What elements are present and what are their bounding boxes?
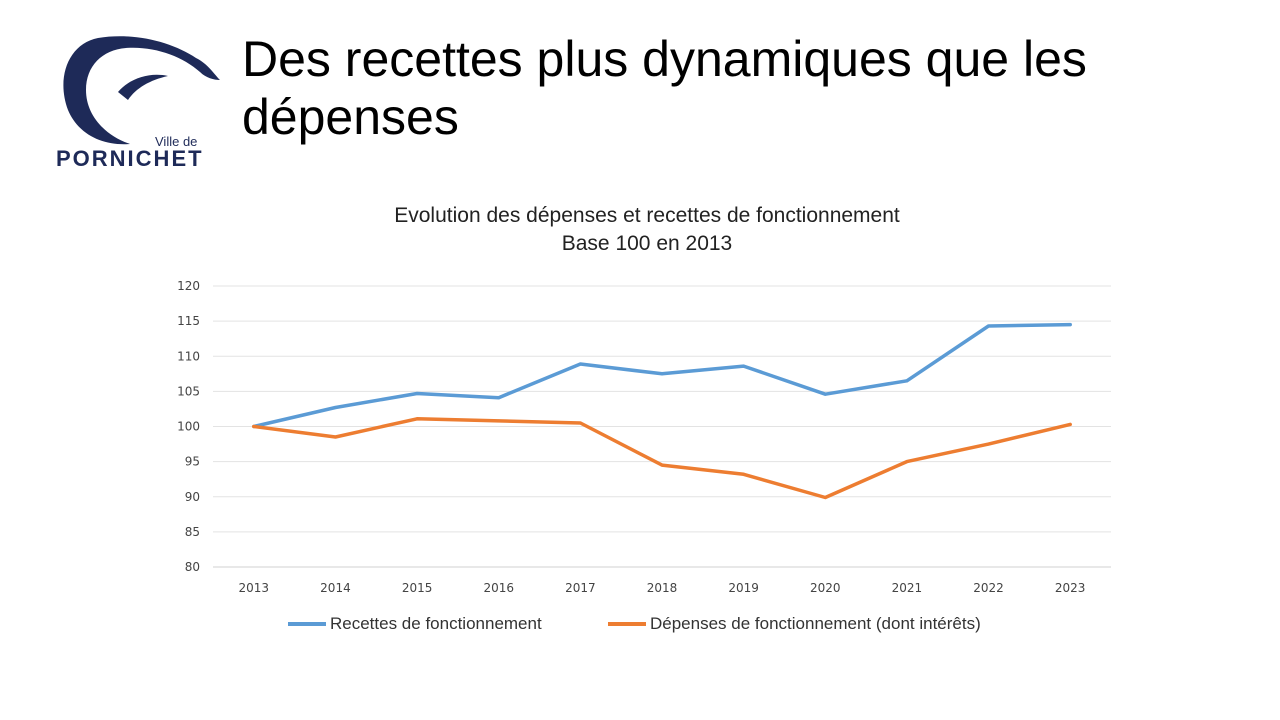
series-1-point bbox=[497, 419, 501, 423]
legend-item-depenses: Dépenses de fonctionnement (dont intérêt… bbox=[608, 614, 981, 634]
slide-title-line2: dépenses bbox=[242, 89, 459, 145]
chart-title-line1: Evolution des dépenses et recettes de fo… bbox=[394, 204, 900, 227]
chart-legend: Recettes de fonctionnement Dépenses de f… bbox=[0, 614, 1280, 640]
x-tick-label: 2016 bbox=[483, 581, 514, 595]
y-tick-label: 80 bbox=[185, 560, 200, 574]
chart-subtitle: Base 100 en 2013 bbox=[561, 232, 733, 255]
legend-swatch-recettes bbox=[288, 622, 326, 626]
x-tick-label: 2021 bbox=[892, 581, 923, 595]
series-1-point bbox=[823, 495, 827, 499]
pornichet-logo: Ville de PORNICHET bbox=[56, 36, 221, 171]
series-layer bbox=[252, 322, 1072, 500]
series-1-point bbox=[1068, 422, 1072, 426]
legend-swatch-depenses bbox=[608, 622, 646, 626]
series-0-point bbox=[497, 396, 501, 400]
y-tick-label: 110 bbox=[177, 349, 200, 363]
series-1-point bbox=[987, 442, 991, 446]
y-tick-label: 115 bbox=[177, 314, 200, 328]
y-axis-ticks: 80 85 90 95 100 105 110 115 120 bbox=[177, 279, 200, 574]
logo-line2: PORNICHET bbox=[56, 146, 204, 171]
legend-label-recettes: Recettes de fonctionnement bbox=[330, 614, 542, 633]
slide-title: Des recettes plus dynamiques que les dép… bbox=[242, 30, 1242, 146]
x-tick-label: 2020 bbox=[810, 581, 841, 595]
legend-item-recettes: Recettes de fonctionnement bbox=[288, 614, 542, 634]
series-1-point bbox=[660, 463, 664, 467]
series-0-point bbox=[578, 362, 582, 366]
legend-label-depenses: Dépenses de fonctionnement (dont intérêt… bbox=[650, 614, 981, 633]
slide-title-line1: Des recettes plus dynamiques que les bbox=[242, 31, 1087, 87]
x-tick-label: 2019 bbox=[728, 581, 759, 595]
series-1-point bbox=[742, 472, 746, 476]
series-line-1 bbox=[252, 417, 1072, 500]
y-tick-label: 85 bbox=[185, 525, 200, 539]
series-0-point bbox=[333, 406, 337, 410]
grid-layer bbox=[213, 285, 1111, 568]
x-tick-label: 2022 bbox=[973, 581, 1004, 595]
series-0-point bbox=[742, 364, 746, 368]
series-0-point bbox=[660, 372, 664, 376]
y-tick-label: 100 bbox=[177, 420, 200, 434]
x-tick-label: 2013 bbox=[239, 581, 270, 595]
series-0-point bbox=[987, 324, 991, 328]
dolphin-fin bbox=[118, 74, 168, 100]
series-0-point bbox=[905, 379, 909, 383]
x-tick-label: 2023 bbox=[1055, 581, 1086, 595]
series-0-point bbox=[823, 392, 827, 396]
logo-line1: Ville de bbox=[155, 134, 197, 149]
series-1-point bbox=[333, 435, 337, 439]
x-tick-label: 2014 bbox=[320, 581, 351, 595]
y-tick-label: 90 bbox=[185, 490, 200, 504]
series-1-point bbox=[905, 460, 909, 464]
x-axis-ticks: 2013 2014 2015 2016 2017 2018 2019 2020 2021 2022… bbox=[239, 581, 1086, 595]
y-tick-label: 105 bbox=[177, 384, 200, 398]
series-1-point bbox=[252, 425, 256, 428]
series-1-point bbox=[578, 421, 582, 425]
x-tick-label: 2015 bbox=[402, 581, 433, 595]
series-0-point bbox=[1068, 323, 1072, 327]
series-0-point bbox=[415, 391, 419, 395]
series-line-0 bbox=[252, 322, 1072, 429]
series-1-point bbox=[415, 417, 419, 421]
x-tick-label: 2017 bbox=[565, 581, 596, 595]
y-tick-label: 120 bbox=[177, 279, 200, 293]
y-tick-label: 95 bbox=[185, 455, 200, 469]
x-tick-label: 2018 bbox=[647, 581, 678, 595]
chart-title: Evolution des dépenses et recettes de fo… bbox=[247, 202, 1047, 258]
